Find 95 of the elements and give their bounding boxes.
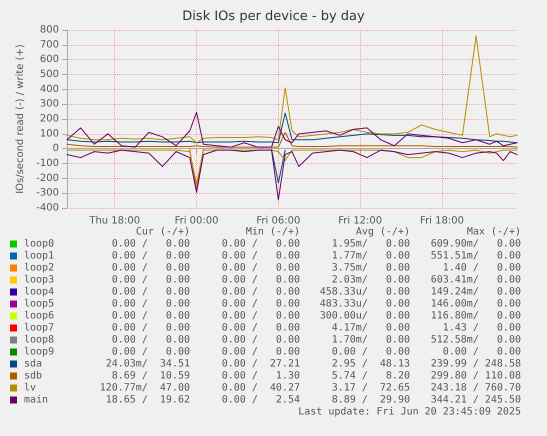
text: 0.00 / 0.00 [112,310,190,322]
text: 0.00 / 0.00 [222,298,300,310]
y-tick-label: 0 [52,143,59,154]
text: 0.00 / 0.00 [222,346,300,358]
y-tick-label: 100 [40,128,59,140]
text: 0.00 / 0.00 [112,274,190,286]
y-axis-title: IOs/second read (-) / write (+) [14,44,26,194]
text: 0.00 / 0.00 [222,322,300,334]
text: 1.70m/ 0.00 [332,334,410,346]
text: 1.95m/ 0.00 [332,238,410,250]
legend-label: loop5 [24,298,54,310]
text: 24.03m/ 34.51 [106,358,190,370]
y-tick-label: 200 [40,114,59,124]
text: 2.03m/ 0.00 [332,274,410,286]
text: Min (-/+) [246,226,300,238]
text: 0.00 / 0.00 [112,298,190,310]
text: 603.41m/ 0.00 [430,274,521,286]
x-tick-label: Fri 12:00 [338,216,382,226]
text: 0.00 / 0.00 [222,262,300,274]
legend-label: loop2 [24,262,54,274]
text: 0.00 / 0.00 [112,334,190,346]
text: 483.33u/ 0.00 [320,298,410,310]
text: 300.00u/ 0.00 [320,310,410,322]
text: Last update: Fri Jun 20 23:45:09 2025 [298,406,521,418]
text: 0.00 / 0.00 [222,334,300,346]
text: 4.17m/ 0.00 [332,322,410,334]
text: 551.51m/ 0.00 [430,250,521,262]
text: 299.80 / 110.08 [430,370,521,382]
text: Max (-/+) [466,226,521,238]
text: 0.00 / 2.54 [222,394,300,406]
text: 149.24m/ 0.00 [430,286,521,298]
text: 1.43 / 0.00 [442,322,521,334]
legend-label: loop8 [24,334,54,346]
legend-label: loop7 [24,322,54,334]
legend-label: sdb [24,370,42,382]
text: 0.00 / 0.00 [112,238,190,250]
text: 0.00 / 0.00 [112,262,190,274]
legend-label: sda [24,358,42,370]
legend-label: lv [24,382,36,394]
y-tick-label: 600 [40,54,59,66]
text: 146.00m/ 0.00 [430,298,521,310]
y-tick-label: 500 [40,69,59,80]
text: 5.74 / 8.20 [332,370,410,382]
text: 0.00 / 0.00 [222,250,300,262]
y-tick-label: 700 [40,39,59,50]
y-tick-label: 300 [40,98,59,110]
legend-label: main [24,394,48,406]
text: 0.00 / 0.00 [222,238,300,250]
text: 3.75m/ 0.00 [332,262,410,274]
text: 116.80m/ 0.00 [430,310,521,322]
text: 3.17 / 72.65 [332,382,410,394]
text: 18.65 / 19.62 [106,394,190,406]
text: 0.00 / 40.27 [222,382,300,394]
text: 512.58m/ 0.00 [430,334,521,346]
y-tick-label: 800 [40,24,59,36]
text: 0.00 / 0.00 [222,286,300,298]
x-tick-label: Fri 18:00 [420,216,464,226]
text: Cur (-/+) [136,226,190,238]
text: 0.00 / 27.21 [222,358,300,370]
legend-label: loop9 [24,346,54,358]
y-tick-label: 400 [40,84,59,95]
legend-label: loop4 [24,286,54,298]
text: 239.99 / 248.58 [430,358,521,370]
text: 8.89 / 29.90 [332,394,410,406]
x-tick-label: Fri 00:00 [174,216,219,226]
text: Avg (-/+) [356,226,410,238]
text: 120.77m/ 47.00 [100,382,190,394]
text: 0.00 / 0.00 [112,322,190,334]
x-tick-label: Fri 06:00 [256,216,300,226]
legend-label: loop0 [24,238,54,250]
text: 609.90m/ 0.00 [430,238,521,250]
text: 344.21 / 245.50 [430,394,521,406]
text: 1.40 / 0.00 [442,262,521,274]
chart-title: Disk IOs per device - by day [182,9,366,24]
legend-label: loop1 [24,250,54,262]
text: 0.00 / 0.00 [112,250,190,262]
text: 0.00 / 0.00 [222,274,300,286]
y-tick-label: -300 [36,188,59,199]
y-tick-label: -200 [36,172,59,184]
text: 0.00 / 0.00 [442,346,521,358]
y-tick-label: -400 [36,202,59,214]
text: 0.00 / 0.00 [112,346,190,358]
text: 0.00 / 0.00 [332,346,410,358]
text: 2.95 / 48.13 [332,358,410,370]
text: 8.69 / 10.59 [112,370,190,382]
text: 243.18 / 760.70 [430,382,521,394]
text: 458.33u/ 0.00 [320,286,410,298]
text: 0.00 / 0.00 [222,310,300,322]
y-tick-label: -100 [36,158,59,169]
text: 0.00 / 0.00 [112,286,190,298]
legend-label: loop6 [24,310,54,322]
x-tick-label: Thu 18:00 [88,216,140,226]
text: 0.00 / 1.30 [222,370,300,382]
legend-label: loop3 [24,274,54,286]
text: 1.77m/ 0.00 [332,250,410,262]
